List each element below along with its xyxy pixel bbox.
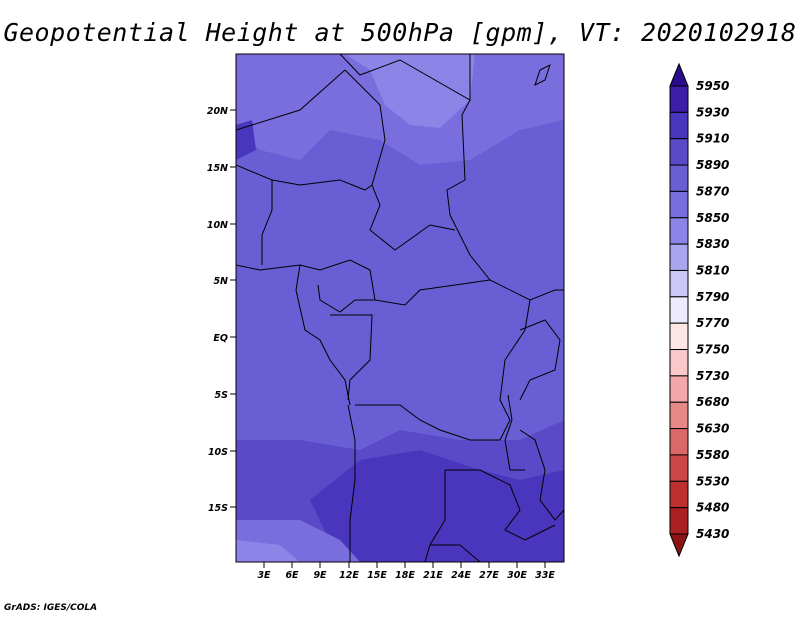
lat-label: 5N [213,276,228,287]
lon-label: 27E [479,570,499,581]
colorbar-segment [669,85,689,113]
colorbar-label: 5430 [696,527,729,541]
colorbar-label: 5630 [696,422,729,436]
lat-label: 20N [207,106,228,117]
colorbar-label: 5730 [696,369,729,383]
colorbar-segment [669,164,689,192]
lon-label: 33E [535,570,555,581]
colorbar-label: 5830 [696,237,729,251]
lon-label: 24E [451,570,471,581]
colorbar-label: 5890 [696,158,729,172]
lon-label: 3E [257,570,271,581]
colorbar-label: 5810 [696,263,729,277]
colorbar-segment [669,269,689,298]
lon-label: 9E [313,570,327,581]
map-frame [235,53,565,563]
colorbar-segment [669,507,689,535]
colorbar-segment [669,243,689,271]
colorbar-bottom-triangle [669,533,689,558]
map-panel [235,53,565,563]
colorbar-segment [669,190,689,219]
colorbar-segment [669,454,689,482]
colorbar-label: 5770 [696,316,729,330]
colorbar-label: 5750 [696,343,729,357]
colorbar-label: 5910 [696,132,729,146]
colorbar-segment [669,111,689,140]
height-field-5830 [345,54,475,128]
colorbar-segment [669,401,689,430]
height-field-5830-sw [236,540,300,562]
lat-label: 10N [207,220,228,231]
colorbar-label: 5790 [696,290,729,304]
colorbar-segment [669,428,689,456]
colorbar-label: 5580 [696,448,729,462]
colorbar-segment [669,480,689,509]
colorbar-segment [669,322,689,351]
colorbar-segment [669,349,689,377]
colorbar-label: 5480 [696,501,729,515]
lat-label: 15S [208,503,228,514]
lon-label: 21E [423,570,443,581]
colorbar-segment [669,138,689,166]
lat-label: 5S [215,390,229,401]
grads-credit: GrADS: IGES/COLA [4,603,98,613]
height-field-5910-nw [236,120,256,160]
lon-label: 15E [367,570,387,581]
lat-axis [230,109,236,508]
colorbar-label: 5930 [696,105,729,119]
lon-axis [263,562,546,568]
lon-label: 6E [285,570,299,581]
colorbar-segment [669,296,689,324]
colorbar-top-triangle [669,62,689,87]
colorbar-label: 5680 [696,395,729,409]
colorbar-label: 5870 [696,184,729,198]
colorbar-segment [669,217,689,245]
lon-label: 18E [395,570,415,581]
colorbar-label: 5950 [696,79,729,93]
lon-label: 30E [507,570,527,581]
lat-label: 10S [208,447,228,458]
colorbar-label: 5850 [696,211,729,225]
lon-label: 12E [339,570,359,581]
colorbar-label: 5530 [696,474,729,488]
chart-title: Geopotential Height at 500hPa [gpm], VT:… [3,18,797,47]
colorbar: 5950 5930 5910 5890 5870 5850 5830 5810 5790 5770… [669,62,729,558]
borders [236,54,564,562]
height-field-5910 [310,450,564,562]
lat-label: 15N [207,163,228,174]
lat-label: EQ [213,333,228,344]
colorbar-segment [669,375,689,403]
